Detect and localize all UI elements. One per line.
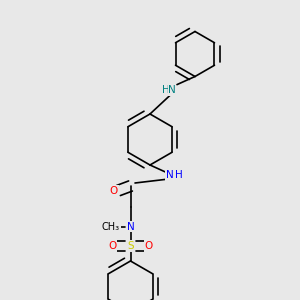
Text: O: O [144, 241, 153, 251]
Text: N: N [166, 170, 173, 181]
Text: CH₃: CH₃ [102, 221, 120, 232]
Text: H: H [162, 85, 170, 95]
Text: S: S [127, 241, 134, 251]
Text: O: O [110, 185, 118, 196]
Text: N: N [127, 221, 134, 232]
Text: H: H [175, 170, 183, 181]
Text: O: O [108, 241, 117, 251]
Text: N: N [168, 85, 176, 95]
